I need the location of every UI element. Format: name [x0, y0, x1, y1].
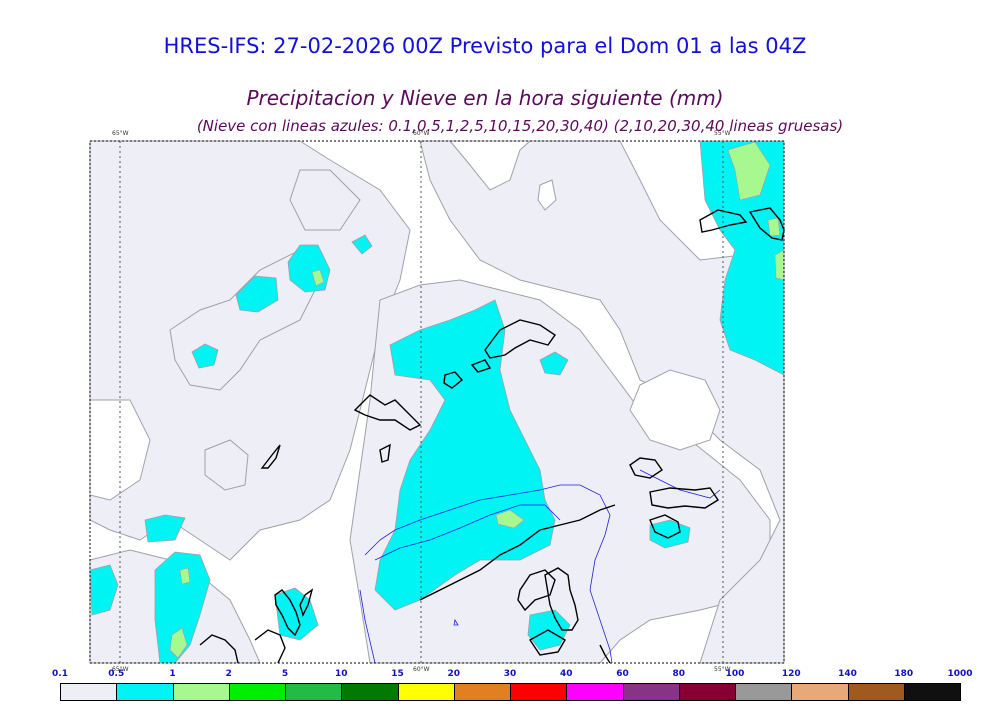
colorbar-swatch	[510, 683, 568, 701]
chart-title: Precipitacion y Nieve en la hora siguien…	[246, 86, 724, 110]
coastline	[199, 207, 785, 664]
colorbar-swatch	[60, 683, 118, 701]
colorbar-level-label: 100	[725, 669, 745, 679]
lon-label-top-1: 65°W	[112, 130, 129, 137]
colorbar-level-label: 15	[391, 669, 404, 679]
colorbar-level-label: 0.1	[52, 669, 68, 679]
cyan-precip-areas	[89, 140, 785, 664]
model-run-title: HRES-IFS: 27-02-2026 00Z Previsto para e…	[163, 34, 807, 58]
colorbar-swatch	[228, 683, 286, 701]
snow-contour-lines	[359, 469, 721, 664]
lon-label-bottom-1: 65°W	[112, 666, 129, 673]
lon-label-top-2: 60°W	[413, 130, 430, 137]
colorbar-level-label: 180	[894, 669, 914, 679]
colorbar-swatch	[735, 683, 793, 701]
colorbar-level-label: 40	[559, 669, 573, 679]
colorbar-swatch	[116, 683, 174, 701]
colorbar-level-label: 60	[616, 669, 629, 679]
colorbar-swatch	[847, 683, 905, 701]
white-gap-areas	[89, 140, 721, 501]
colorbar-level-label: 2	[225, 669, 232, 679]
colorbar-level-label: 1	[169, 669, 176, 679]
colorbar-level-label: 30	[503, 669, 517, 679]
colorbar-swatch	[903, 683, 961, 701]
chart-subtitle: (Nieve con lineas azules: 0.1,0.5,1,2,5,…	[196, 117, 844, 135]
colorbar-swatch	[453, 683, 511, 701]
colorbar-level-label: 10	[334, 669, 348, 679]
light-green-areas	[169, 141, 785, 659]
meridian-lines	[119, 141, 724, 663]
colorbar-level-label: 20	[447, 669, 461, 679]
colorbar-level-label: 120	[781, 669, 801, 679]
colorbar-swatch	[341, 683, 399, 701]
colorbar-swatch	[622, 683, 680, 701]
colorbar-swatch	[678, 683, 736, 701]
lon-label-bottom-2: 60°W	[413, 666, 430, 673]
colorbar-swatch	[397, 683, 455, 701]
colorbar-swatch	[172, 683, 230, 701]
colorbar-level-label: 1000	[947, 669, 973, 679]
colorbar-swatch	[791, 683, 849, 701]
colorbar-level-label: 140	[838, 669, 857, 679]
lon-label-bottom-3: 55°W	[714, 666, 731, 673]
colorbar-level-label: 80	[672, 669, 686, 679]
colorbar-level-label: 0.5	[108, 669, 125, 679]
colorbar-swatch	[566, 683, 624, 701]
lon-label-top-3: 55°W	[714, 130, 731, 137]
colorbar-level-label: 5	[281, 669, 289, 679]
colorbar-swatch	[285, 683, 343, 701]
